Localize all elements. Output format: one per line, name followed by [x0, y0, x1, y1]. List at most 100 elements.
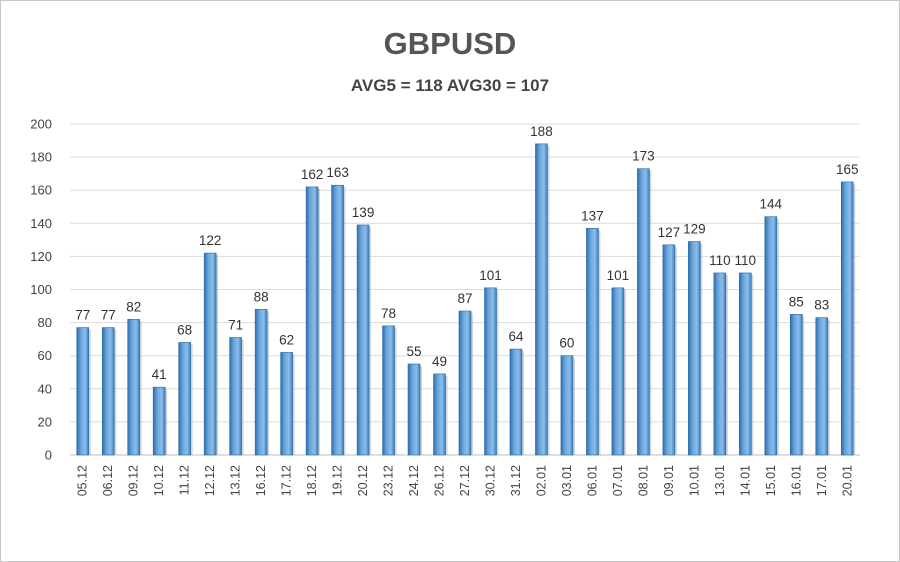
data-label: 188: [530, 124, 553, 139]
y-tick-label: 60: [38, 348, 52, 363]
data-label: 77: [75, 308, 90, 323]
data-label: 101: [479, 268, 502, 283]
bar: [815, 317, 829, 456]
bar: [356, 224, 370, 456]
x-tick-label: 18.12: [305, 465, 319, 496]
x-tick-label: 09.01: [662, 465, 676, 496]
x-tick-label: 14.01: [738, 465, 752, 496]
x-tick-label: 10.01: [687, 465, 701, 496]
x-tick-label: 20.12: [356, 465, 370, 496]
bar: [662, 244, 676, 456]
bar: [458, 310, 472, 456]
data-label: 68: [177, 322, 192, 337]
data-label: 62: [279, 332, 294, 347]
x-axis: 05.12 06.12 09.12 10.12 11.12 12.12 13.12 16.12…: [76, 465, 855, 496]
y-tick-label: 20: [38, 414, 52, 429]
data-label: 77: [101, 308, 116, 323]
x-tick-label: 16.01: [789, 465, 803, 496]
data-label: 78: [381, 306, 396, 321]
bar: [280, 352, 293, 456]
x-tick-label: 31.12: [509, 465, 523, 496]
bar: [203, 252, 217, 456]
bar: [764, 216, 778, 456]
bar: [688, 241, 701, 456]
y-tick-label: 200: [30, 117, 52, 132]
bar: [407, 363, 421, 456]
data-label: 85: [789, 294, 804, 309]
x-tick-label: 17.01: [815, 465, 829, 496]
bar: [382, 325, 395, 456]
bar: [637, 168, 650, 456]
y-tick-label: 160: [30, 183, 52, 198]
bar: [713, 272, 727, 456]
bar: [229, 337, 242, 456]
x-tick-label: 11.12: [178, 465, 192, 495]
data-label: 49: [432, 354, 447, 369]
bar: [789, 314, 803, 456]
x-tick-label: 26.12: [433, 465, 447, 496]
x-tick-label: 13.01: [713, 465, 727, 496]
x-tick-label: 02.01: [534, 465, 548, 496]
data-label: 165: [836, 162, 859, 177]
bar: [76, 327, 90, 456]
bar: [101, 327, 115, 456]
x-tick-label: 17.12: [280, 465, 294, 496]
data-label: 173: [632, 149, 655, 164]
bars: [76, 143, 856, 456]
y-tick-label: 180: [30, 150, 52, 165]
bar: [840, 181, 854, 456]
x-tick-label: 08.01: [636, 465, 650, 496]
bar: [305, 186, 319, 456]
data-label: 139: [352, 205, 375, 220]
x-tick-label: 24.12: [407, 465, 421, 496]
x-tick-label: 06.12: [101, 465, 115, 496]
chart-title: GBPUSD: [383, 26, 517, 61]
x-tick-label: 23.12: [382, 465, 396, 496]
data-label: 110: [735, 253, 757, 268]
bar: [152, 386, 166, 456]
data-label: 82: [126, 299, 141, 314]
y-tick-label: 120: [30, 249, 52, 264]
y-tick-label: 40: [38, 381, 52, 396]
bar: [331, 184, 344, 456]
bar: [535, 143, 548, 456]
bar: [739, 272, 752, 456]
data-label: 88: [254, 289, 269, 304]
data-label: 110: [709, 253, 731, 268]
x-tick-label: 12.12: [203, 465, 217, 496]
data-labels: 77 77 82 41 68 122 71 88 62 162 163 139 78 55 49 87 101 6…: [75, 124, 858, 382]
bar: [127, 318, 141, 456]
x-tick-label: 19.12: [331, 465, 345, 496]
data-label: 60: [559, 336, 574, 351]
chart-subtitle: AVG5 = 118 AVG30 = 107: [350, 76, 550, 95]
data-label: 162: [301, 167, 324, 182]
data-label: 127: [658, 225, 681, 240]
x-tick-label: 13.12: [229, 465, 243, 496]
data-label: 71: [228, 317, 243, 332]
data-label: 122: [199, 233, 222, 248]
y-tick-label: 80: [38, 315, 52, 330]
data-label: 163: [326, 165, 349, 180]
bar: [611, 287, 625, 456]
x-tick-label: 20.01: [840, 465, 854, 496]
bar: [560, 355, 574, 456]
data-label: 64: [508, 329, 524, 344]
x-tick-label: 06.01: [585, 465, 599, 496]
data-label: 137: [581, 208, 604, 223]
bar: [178, 342, 191, 456]
data-label: 144: [760, 197, 783, 212]
bar: [509, 348, 523, 456]
x-tick-label: 30.12: [483, 465, 497, 496]
x-tick-label: 27.12: [458, 465, 472, 496]
x-tick-label: 15.01: [764, 465, 778, 496]
x-tick-label: 09.12: [127, 465, 141, 496]
data-label: 83: [814, 298, 829, 313]
x-tick-label: 07.01: [611, 465, 625, 496]
bar: [254, 309, 268, 456]
y-axis: 0 20 40 60 80 100 120 140 160 180 200: [30, 117, 52, 463]
data-label: 87: [457, 291, 472, 306]
bar: [484, 287, 497, 456]
data-label: 41: [152, 367, 167, 382]
bar: [433, 373, 446, 456]
